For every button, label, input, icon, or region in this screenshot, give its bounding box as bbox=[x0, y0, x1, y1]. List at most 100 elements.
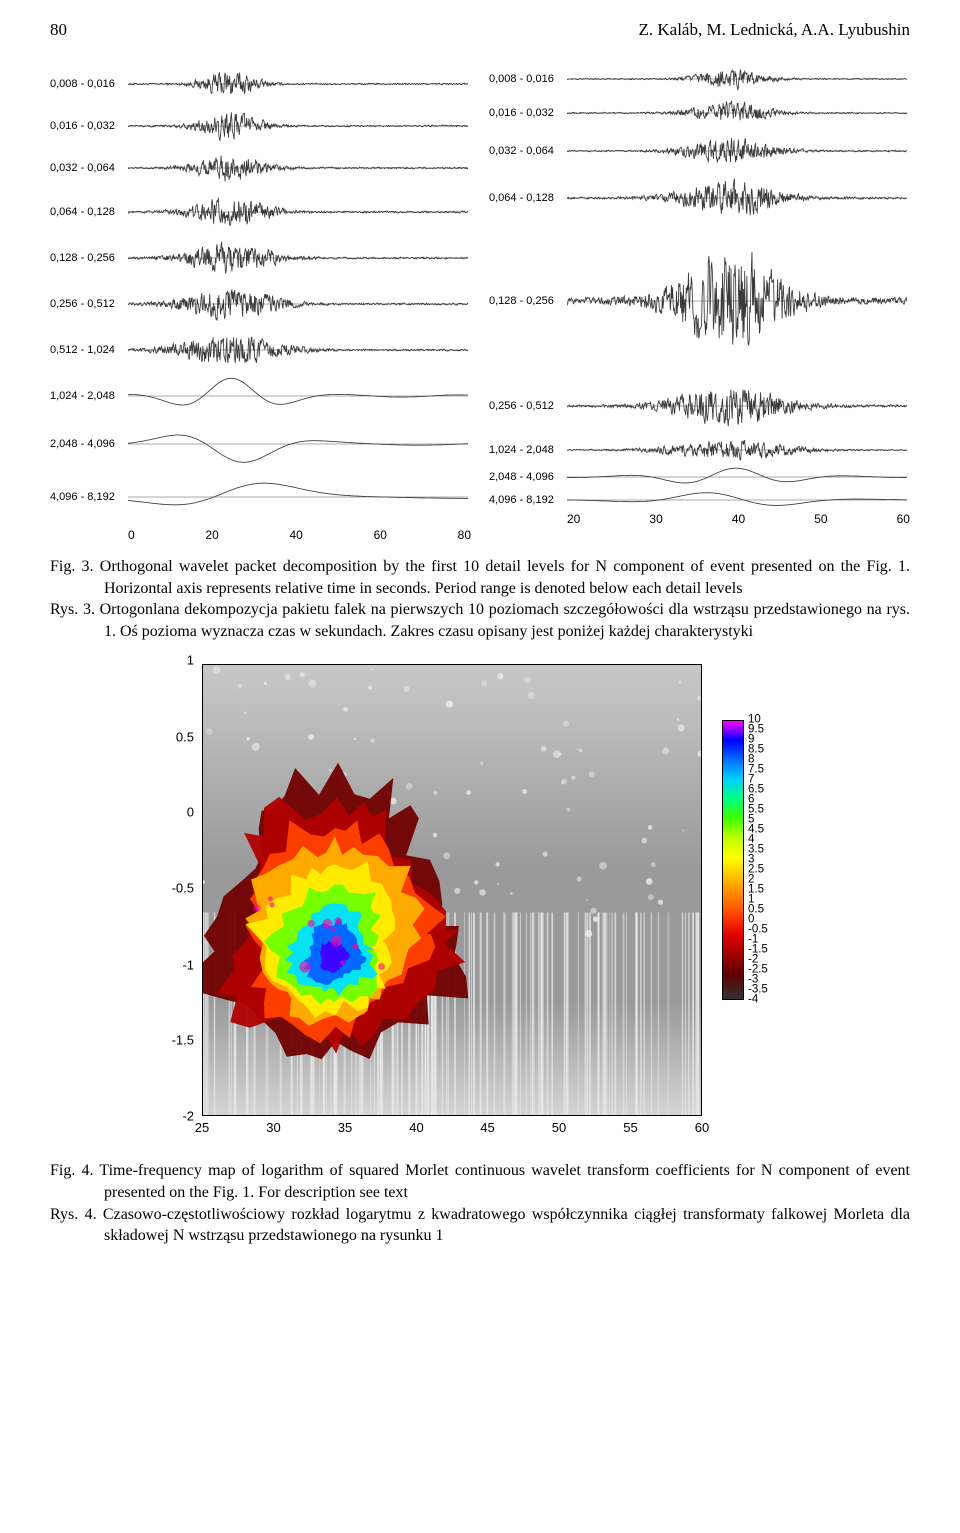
axis-tick-label: 0.5 bbox=[176, 729, 194, 744]
axis-tick-label: 0 bbox=[187, 805, 194, 820]
trace-period-label: 0,032 - 0,064 bbox=[50, 162, 115, 174]
page-header: 80 Z. Kaláb, M. Lednická, A.A. Lyubushin bbox=[50, 20, 910, 40]
trace-plot bbox=[128, 64, 471, 104]
waveform-panels: 0,008 - 0,016 0,016 - 0,032 0,032 - 0,06… bbox=[50, 64, 910, 542]
trace-plot bbox=[567, 132, 910, 170]
axis-tick-label: 60 bbox=[695, 1120, 709, 1135]
waveform-trace: 0,016 - 0,032 bbox=[489, 96, 910, 130]
fig3-caption-pl: Rys. 3. Ortogonlana dekompozycja pakietu… bbox=[50, 599, 910, 642]
trace-period-label: 0,016 - 0,032 bbox=[489, 107, 554, 119]
axis-tick-label: 1 bbox=[187, 653, 194, 668]
trace-period-label: 4,096 - 8,192 bbox=[489, 494, 554, 506]
waveform-trace: 0,256 - 0,512 bbox=[50, 282, 471, 326]
trace-plot bbox=[128, 282, 471, 326]
trace-plot bbox=[567, 466, 910, 488]
colorbar bbox=[722, 720, 744, 1000]
axis-tick-label: 80 bbox=[458, 528, 471, 542]
trace-plot bbox=[567, 172, 910, 224]
axis-tick-label: 35 bbox=[338, 1120, 352, 1135]
trace-plot bbox=[567, 96, 910, 130]
trace-plot bbox=[567, 226, 910, 376]
axis-tick-label: 20 bbox=[205, 528, 218, 542]
waveform-trace: 0,128 - 0,256 bbox=[50, 236, 471, 280]
trace-period-label: 0,512 - 1,024 bbox=[50, 344, 115, 356]
trace-plot bbox=[128, 374, 471, 418]
axis-tick-label: 0 bbox=[128, 528, 135, 542]
trace-period-label: 1,024 - 2,048 bbox=[50, 390, 115, 402]
waveform-trace: 4,096 - 8,192 bbox=[489, 490, 910, 510]
axis-tick-label: 25 bbox=[195, 1120, 209, 1135]
axis-tick-label: -1 bbox=[182, 957, 194, 972]
page-number: 80 bbox=[50, 20, 67, 40]
waveform-trace: 2,048 - 4,096 bbox=[50, 420, 471, 468]
axis-tick-label: 50 bbox=[814, 512, 827, 526]
figure-4-caption: Fig. 4. Time-frequency map of logarithm … bbox=[50, 1160, 910, 1246]
axis-tick-label: 60 bbox=[897, 512, 910, 526]
axis-tick-label: 30 bbox=[649, 512, 662, 526]
axis-tick-label: -1.5 bbox=[172, 1033, 194, 1048]
trace-plot bbox=[128, 148, 471, 188]
colorbar-labels: 109.598.587.576.565.554.543.532.521.510.… bbox=[748, 720, 798, 1000]
trace-period-label: 0,032 - 0,064 bbox=[489, 145, 554, 157]
spectrogram-figure: 10.50-0.5-1-1.5-2 109.598.587.576.565.55… bbox=[150, 660, 810, 1150]
waveform-trace: 1,024 - 2,048 bbox=[489, 436, 910, 464]
trace-period-label: 1,024 - 2,048 bbox=[489, 444, 554, 456]
axis-tick-label: 50 bbox=[552, 1120, 566, 1135]
trace-period-label: 0,008 - 0,016 bbox=[489, 73, 554, 85]
trace-plot bbox=[128, 236, 471, 280]
waveform-trace: 0,008 - 0,016 bbox=[50, 64, 471, 104]
axis-tick-label: -2 bbox=[182, 1109, 194, 1124]
axis-tick-label: 60 bbox=[374, 528, 387, 542]
axis-tick-label: 55 bbox=[623, 1120, 637, 1135]
waveform-trace: 2,048 - 4,096 bbox=[489, 466, 910, 488]
spectrogram-y-axis: 10.50-0.5-1-1.5-2 bbox=[164, 660, 198, 1116]
axis-tick-label: 40 bbox=[289, 528, 302, 542]
waveform-x-axis: 0 20 40 60 80 bbox=[128, 528, 471, 542]
axis-tick-label: -0.5 bbox=[172, 881, 194, 896]
axis-tick-label: 40 bbox=[732, 512, 745, 526]
waveform-trace: 0,256 - 0,512 bbox=[489, 378, 910, 434]
spectrogram-x-axis: 2530354045505560 bbox=[202, 1120, 702, 1140]
trace-plot bbox=[567, 490, 910, 510]
axis-tick-label: 20 bbox=[567, 512, 580, 526]
trace-period-label: 0,016 - 0,032 bbox=[50, 120, 115, 132]
waveform-trace: 0,016 - 0,032 bbox=[50, 106, 471, 146]
trace-period-label: 0,256 - 0,512 bbox=[489, 400, 554, 412]
waveform-trace: 0,032 - 0,064 bbox=[489, 132, 910, 170]
trace-plot bbox=[128, 470, 471, 524]
waveform-trace: 0,032 - 0,064 bbox=[50, 148, 471, 188]
trace-plot bbox=[128, 190, 471, 234]
authors: Z. Kaláb, M. Lednická, A.A. Lyubushin bbox=[639, 20, 911, 40]
trace-period-label: 0,008 - 0,016 bbox=[50, 78, 115, 90]
waveform-trace: 0,064 - 0,128 bbox=[50, 190, 471, 234]
trace-plot bbox=[128, 420, 471, 468]
trace-period-label: 0,256 - 0,512 bbox=[50, 298, 115, 310]
waveform-trace: 1,024 - 2,048 bbox=[50, 374, 471, 418]
waveform-right-panel: 0,008 - 0,016 0,016 - 0,032 0,032 - 0,06… bbox=[489, 64, 910, 542]
fig3-caption-en: Fig. 3. Orthogonal wavelet packet decomp… bbox=[50, 556, 910, 599]
axis-tick-label: 30 bbox=[266, 1120, 280, 1135]
trace-period-label: 0,064 - 0,128 bbox=[50, 206, 115, 218]
trace-period-label: 2,048 - 4,096 bbox=[489, 471, 554, 483]
waveform-trace: 0,064 - 0,128 bbox=[489, 172, 910, 224]
waveform-x-axis: 20 30 40 50 60 bbox=[567, 512, 910, 526]
colorbar-tick-label: -4 bbox=[748, 995, 758, 1007]
trace-plot bbox=[567, 436, 910, 464]
trace-plot bbox=[128, 106, 471, 146]
trace-plot bbox=[567, 378, 910, 434]
waveform-trace: 4,096 - 8,192 bbox=[50, 470, 471, 524]
trace-period-label: 4,096 - 8,192 bbox=[50, 491, 115, 503]
trace-period-label: 2,048 - 4,096 bbox=[50, 438, 115, 450]
spectrogram-plot bbox=[202, 664, 702, 1116]
axis-tick-label: 40 bbox=[409, 1120, 423, 1135]
fig4-caption-pl: Rys. 4. Czasowo-częstotliwościowy rozkła… bbox=[50, 1204, 910, 1247]
axis-tick-label: 45 bbox=[480, 1120, 494, 1135]
trace-period-label: 0,128 - 0,256 bbox=[489, 295, 554, 307]
waveform-trace: 0,512 - 1,024 bbox=[50, 328, 471, 372]
trace-period-label: 0,064 - 0,128 bbox=[489, 192, 554, 204]
figure-3-caption: Fig. 3. Orthogonal wavelet packet decomp… bbox=[50, 556, 910, 642]
waveform-left-panel: 0,008 - 0,016 0,016 - 0,032 0,032 - 0,06… bbox=[50, 64, 471, 542]
waveform-trace: 0,128 - 0,256 bbox=[489, 226, 910, 376]
waveform-trace: 0,008 - 0,016 bbox=[489, 64, 910, 94]
trace-plot bbox=[567, 64, 910, 94]
